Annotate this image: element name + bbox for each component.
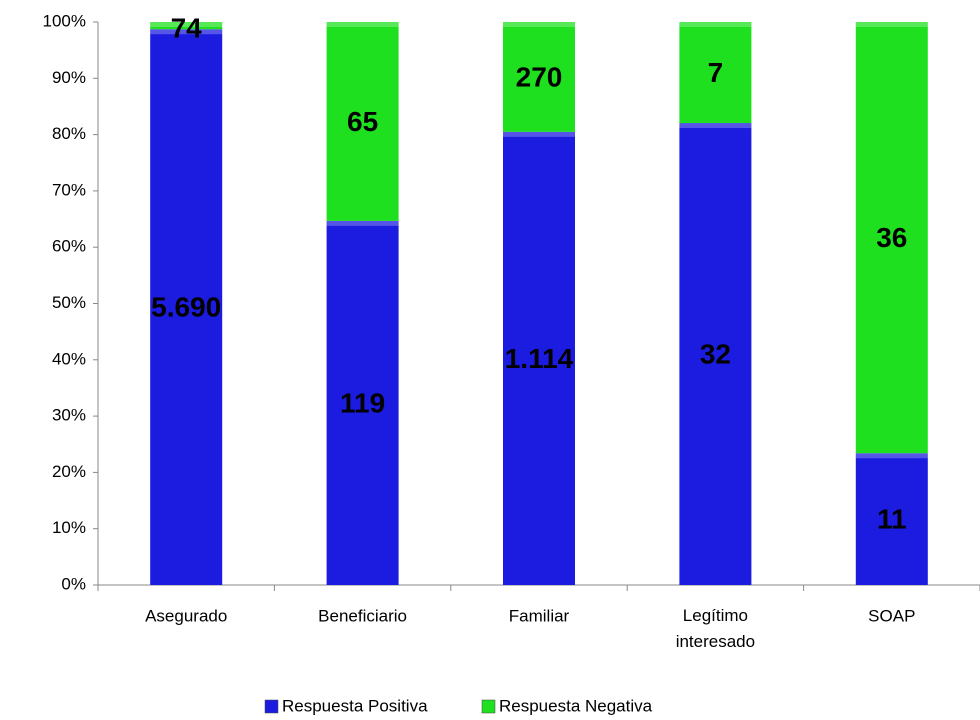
data-label: 119 (340, 387, 385, 418)
y-tick-label: 80% (52, 124, 86, 143)
y-tick-label: 50% (52, 293, 86, 312)
x-tick-label: Familiar (509, 606, 570, 625)
y-tick-label: 60% (52, 237, 86, 256)
bar-segment (503, 131, 575, 586)
y-tick-label: 40% (52, 349, 86, 368)
bar-segment (326, 22, 399, 221)
bar-segment (855, 453, 928, 585)
data-label: 74 (171, 12, 203, 43)
data-label: 32 (700, 338, 731, 369)
data-label: 1.114 (505, 343, 574, 374)
data-label: 36 (876, 222, 907, 253)
bar-highlight (855, 22, 928, 27)
bar-segment (679, 123, 752, 586)
legend-label: Respuesta Positiva (282, 696, 428, 715)
x-tick-label: Legítimo interesado (676, 606, 755, 651)
x-tick-label-line: Legítimo (683, 606, 748, 625)
y-tick-label: 70% (52, 180, 86, 199)
x-tick-label: SOAP (868, 606, 915, 625)
bar-highlight (326, 220, 399, 226)
data-label: 5.690 (151, 292, 221, 323)
x-tick-label: Beneficiario (318, 606, 407, 625)
bar-segment (855, 22, 928, 454)
bar-highlight (150, 22, 223, 27)
y-tick-label: 30% (52, 406, 86, 425)
data-label: 65 (347, 106, 378, 137)
data-label: 11 (877, 504, 907, 535)
bar-segment (679, 22, 752, 124)
legend-label: Respuesta Negativa (499, 696, 653, 715)
y-tick-label: 100% (43, 11, 86, 30)
y-tick-label: 90% (52, 68, 86, 87)
bar-highlight (150, 29, 223, 35)
y-tick-label: 0% (61, 574, 86, 593)
x-tick-label-line: interesado (676, 632, 755, 651)
bar-highlight (855, 453, 928, 459)
bar-highlight (503, 131, 575, 137)
legend-swatch (481, 699, 496, 714)
bar-highlight (679, 123, 752, 129)
bar-highlight (326, 22, 399, 27)
y-tick-label: 20% (52, 462, 86, 481)
bar-highlight (503, 22, 575, 27)
data-label: 7 (708, 57, 724, 88)
legend-swatch (264, 699, 279, 714)
bar-highlight (679, 22, 752, 27)
bar-segment (326, 220, 399, 585)
x-tick-label: Asegurado (145, 606, 227, 625)
y-tick-label: 10% (52, 518, 86, 537)
bar-segment (503, 22, 575, 132)
bar-segment (150, 29, 223, 585)
bar-segment (150, 22, 223, 30)
data-label: 270 (516, 61, 563, 92)
